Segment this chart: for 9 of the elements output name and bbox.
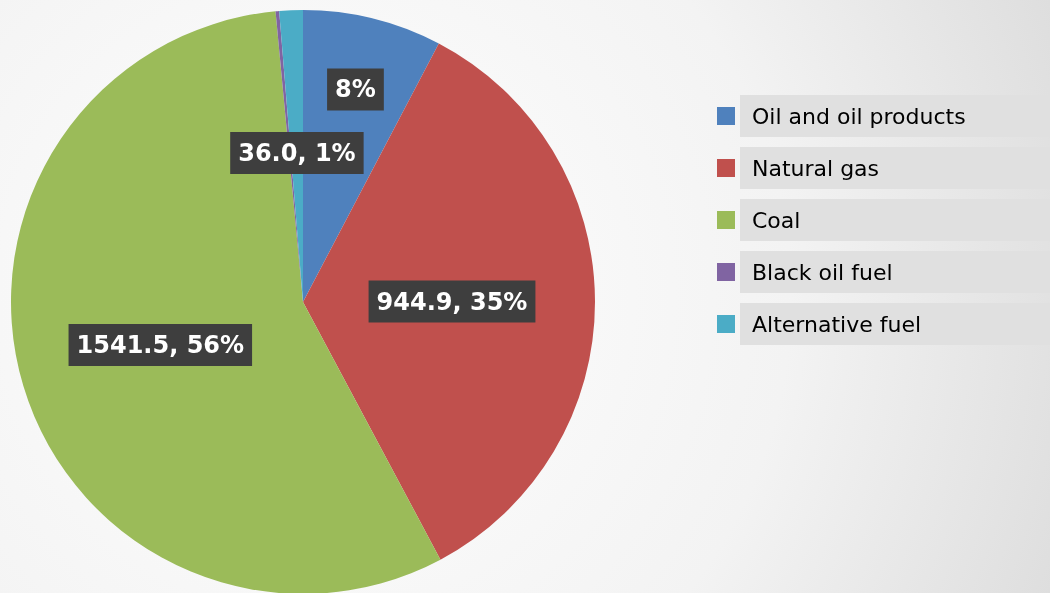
- legend-label: Coal: [752, 207, 801, 233]
- data-label: 36.0, 1%: [238, 139, 356, 168]
- data-label: 944.9, 35%: [376, 287, 528, 316]
- legend-label: Black oil fuel: [752, 259, 893, 285]
- legend-label: Alternative fuel: [752, 311, 922, 337]
- data-label: 8%: [335, 75, 376, 104]
- legend-label: Natural gas: [752, 155, 880, 181]
- legend-label: Oil and oil products: [752, 103, 966, 129]
- data-label: 1541.5, 56%: [76, 330, 245, 359]
